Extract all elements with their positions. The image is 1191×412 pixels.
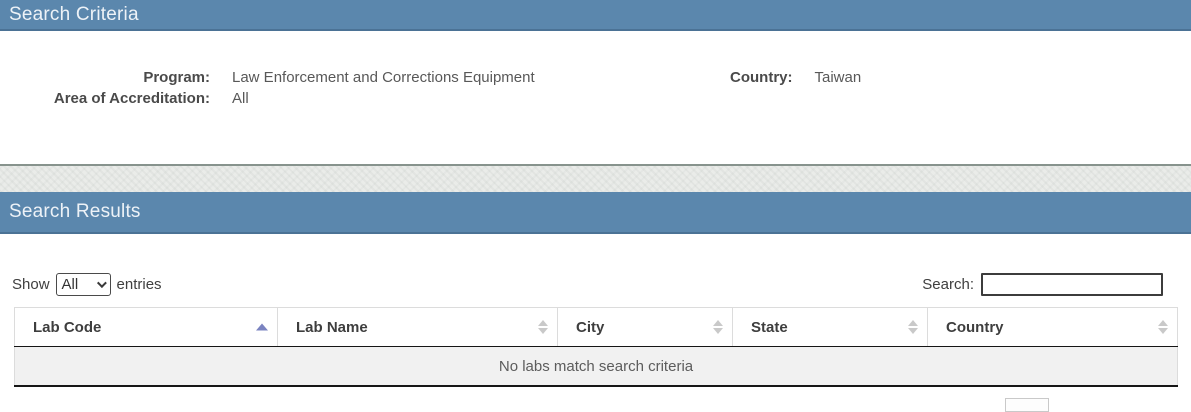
column-header-lab-name[interactable]: Lab Name [277,307,558,347]
column-header-lab-code[interactable]: Lab Code [14,307,278,347]
column-header-state[interactable]: State [732,307,928,347]
results-table-header-row: Lab Code Lab Name City [14,307,1178,347]
search-results-header: Search Results [0,192,1191,234]
area-of-accreditation-label: Area of Accreditation: [53,90,210,107]
section-divider [0,164,1191,192]
criteria-row-area: Area of Accreditation: All [0,88,535,109]
empty-results-message: No labs match search criteria [14,346,1178,387]
entries-select[interactable]: All [55,272,111,296]
sort-ascending-icon [256,323,268,331]
pagination-button[interactable] [1005,398,1049,412]
search-label: Search: [922,275,974,293]
column-header-label: Lab Code [33,319,102,336]
search-criteria-header: Search Criteria [0,0,1191,31]
entries-select-value: All [61,275,79,293]
criteria-row-country: Country: Taiwan [730,67,861,88]
search-criteria-title: Search Criteria [9,3,139,25]
country-label: Country: [730,69,793,86]
chevron-down-icon [96,277,107,288]
search-input[interactable] [981,272,1163,296]
search-results-title: Search Results [9,201,141,222]
results-table: Lab Code Lab Name City [14,307,1178,387]
column-header-label: State [751,319,788,336]
sort-both-icon [908,320,918,334]
entries-length-control: Show All entries [12,272,162,296]
empty-results-row: No labs match search criteria [14,346,1178,387]
sort-both-icon [1158,320,1168,334]
entries-label: entries [116,275,162,293]
column-header-city[interactable]: City [557,307,733,347]
criteria-left-column: Program: Law Enforcement and Corrections… [0,67,535,109]
column-header-label: Lab Name [296,319,368,336]
table-controls: Show All entries Search: [12,272,1163,296]
table-search-control: Search: [922,272,1163,296]
column-header-country[interactable]: Country [927,307,1178,347]
country-value: Taiwan [814,69,862,86]
program-label: Program: [143,69,210,86]
column-header-label: Country [946,319,1004,336]
column-header-label: City [576,319,605,336]
sort-both-icon [538,320,548,334]
area-of-accreditation-value: All [232,90,249,107]
sort-both-icon [713,320,723,334]
show-label: Show [12,275,50,293]
criteria-row-program: Program: Law Enforcement and Corrections… [0,67,535,88]
criteria-summary: Program: Law Enforcement and Corrections… [0,31,1191,164]
program-value: Law Enforcement and Corrections Equipmen… [232,69,535,86]
